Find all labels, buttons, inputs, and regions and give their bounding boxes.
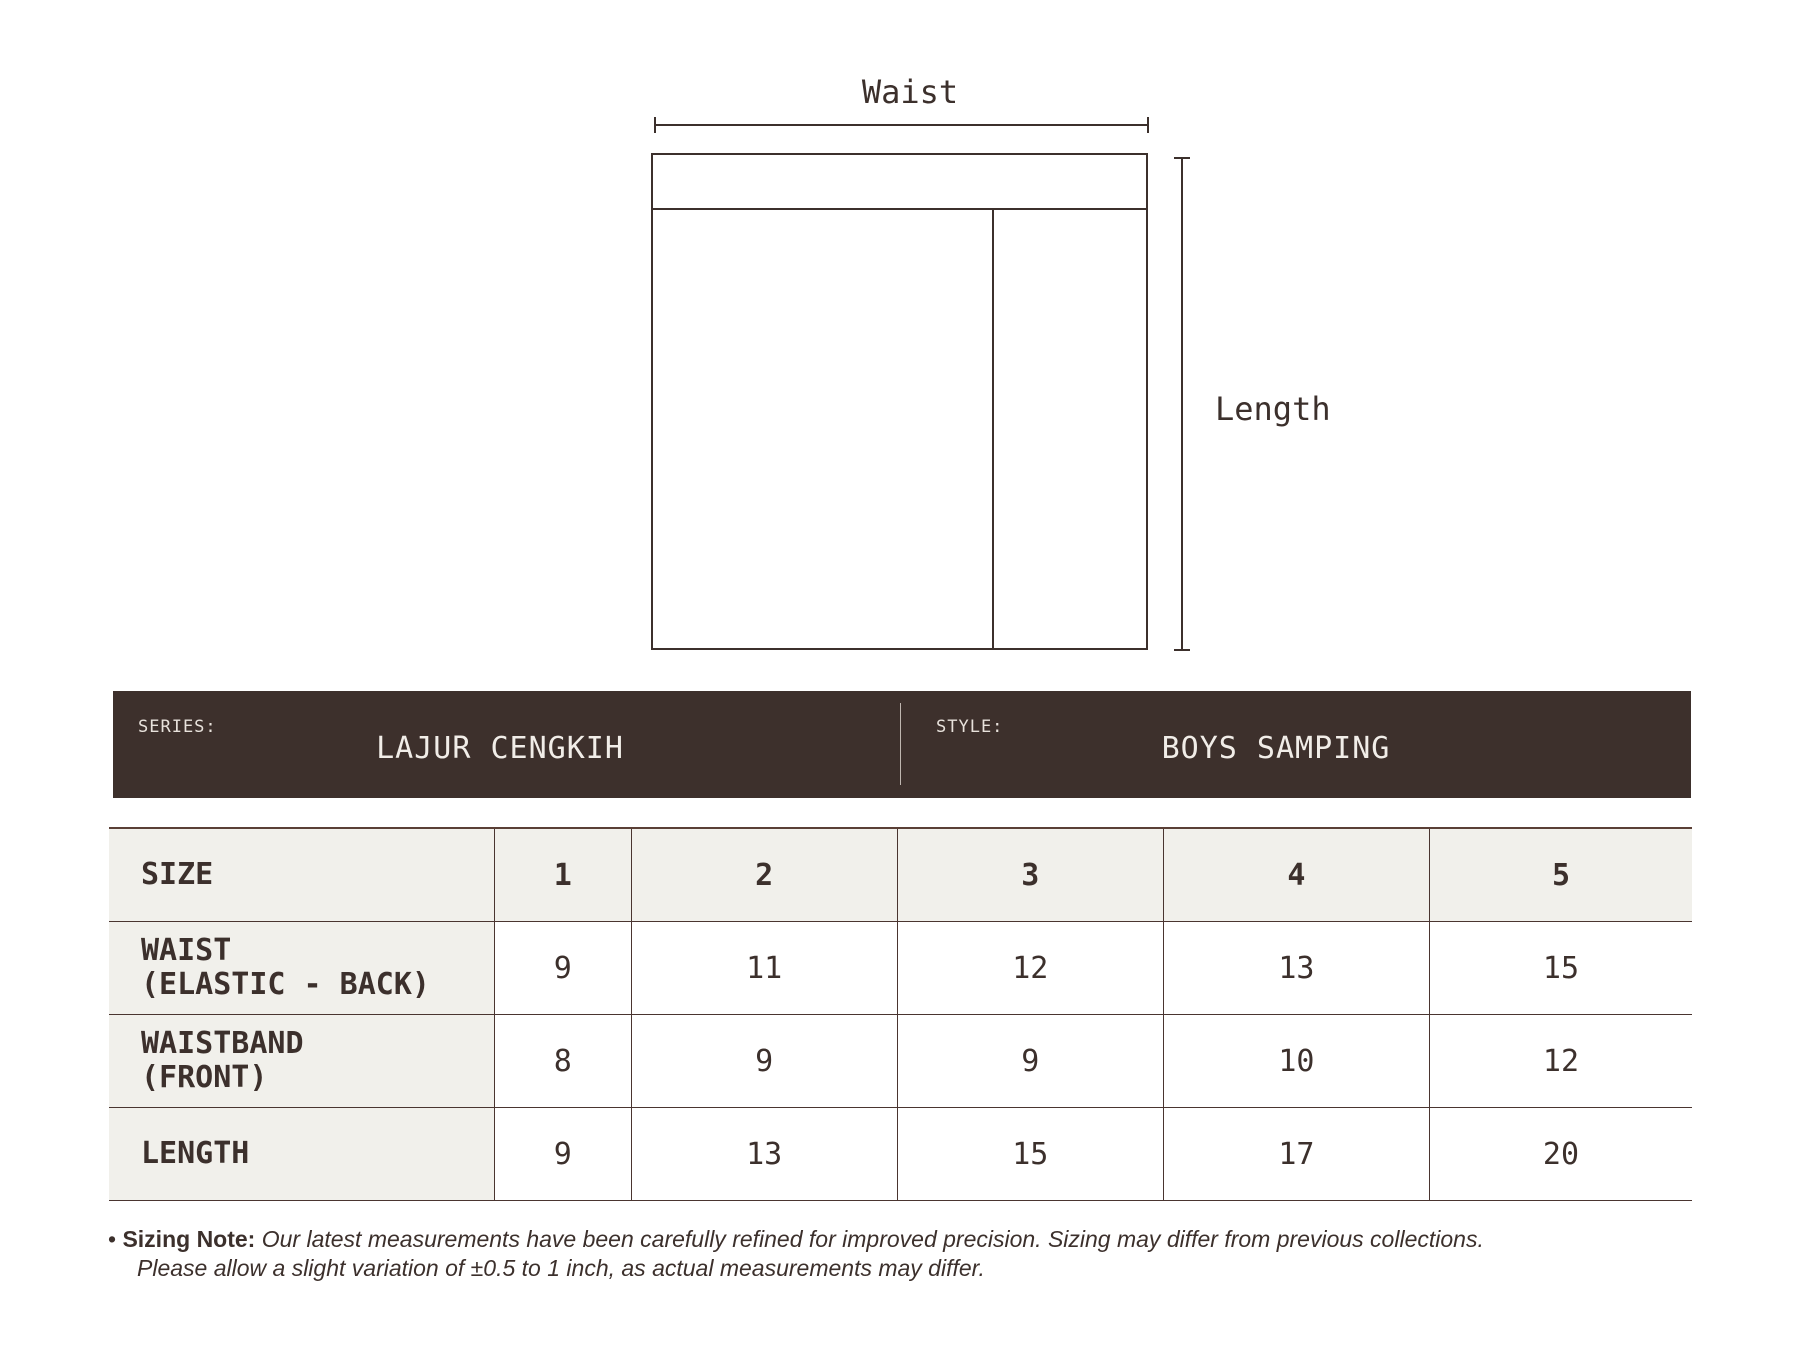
cell: 8 xyxy=(494,1014,632,1108)
garment-outline xyxy=(651,153,1148,650)
table-row: WAIST (ELASTIC - BACK) 9 11 12 13 15 xyxy=(109,921,1692,1015)
cell: 9 xyxy=(896,1014,1164,1108)
row-label-line1: WAISTBAND xyxy=(141,1026,304,1061)
cell: 20 xyxy=(1428,1107,1692,1201)
cell: 9 xyxy=(494,1107,632,1201)
table-row: LENGTH 9 13 15 17 20 xyxy=(109,1107,1692,1201)
cell: 13 xyxy=(630,1107,898,1201)
row-label-line2: (ELASTIC - BACK) xyxy=(141,967,430,1002)
row-label: WAISTBAND (FRONT) xyxy=(109,1014,495,1108)
note-line2: Please allow a slight variation of ±0.5 … xyxy=(137,1255,985,1281)
cell: 12 xyxy=(1428,1014,1692,1108)
cell: 12 xyxy=(896,921,1164,1015)
cell: 9 xyxy=(494,921,632,1015)
size-table: SIZE 1 2 3 4 5 WAIST (ELASTIC - BACK) 9 1… xyxy=(109,827,1692,1201)
size-1: 1 xyxy=(494,827,632,922)
band-divider xyxy=(900,703,901,785)
style-label: STYLE: xyxy=(936,717,1004,737)
cell: 17 xyxy=(1162,1107,1430,1201)
cell: 13 xyxy=(1162,921,1430,1015)
waist-label: Waist xyxy=(861,73,959,111)
note-title: Sizing Note: xyxy=(122,1226,256,1252)
size-header: SIZE xyxy=(109,827,495,922)
series-label: SERIES: xyxy=(138,717,217,737)
row-label-line2: (FRONT) xyxy=(141,1060,268,1095)
cell: 10 xyxy=(1162,1014,1430,1108)
row-label: WAIST (ELASTIC - BACK) xyxy=(109,921,495,1015)
row-label-line1: LENGTH xyxy=(141,1136,250,1171)
garment-diagram xyxy=(651,117,1190,651)
cell: 9 xyxy=(630,1014,898,1108)
series-value: LAJUR CENGKIH xyxy=(376,731,624,766)
cell: 15 xyxy=(1428,921,1692,1015)
cell: 11 xyxy=(630,921,898,1015)
cell: 15 xyxy=(896,1107,1164,1201)
size-3: 3 xyxy=(896,827,1164,922)
row-label-line1: WAIST xyxy=(141,933,232,968)
note-line1: Our latest measurements have been carefu… xyxy=(255,1226,1484,1252)
sizing-note: • Sizing Note: Our latest measurements h… xyxy=(108,1225,1484,1283)
table-row: WAISTBAND (FRONT) 8 9 9 10 12 xyxy=(109,1014,1692,1108)
product-info-band: SERIES: LAJUR CENGKIH STYLE: BOYS SAMPIN… xyxy=(113,691,1691,798)
length-label: Length xyxy=(1215,390,1331,428)
size-4: 4 xyxy=(1162,827,1430,922)
note-bullet: • xyxy=(108,1226,117,1252)
table-header-row: SIZE 1 2 3 4 5 xyxy=(109,827,1692,922)
row-label: LENGTH xyxy=(109,1107,495,1201)
size-5: 5 xyxy=(1428,827,1692,922)
size-2: 2 xyxy=(630,827,898,922)
style-value: BOYS SAMPING xyxy=(1161,731,1391,766)
